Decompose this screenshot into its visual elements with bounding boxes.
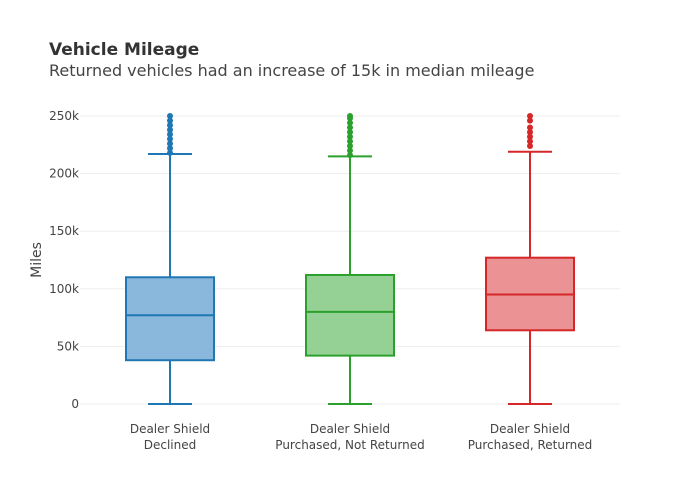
outlier-point	[167, 149, 173, 156]
outlier-point	[347, 129, 353, 136]
outlier-point	[527, 124, 533, 131]
box-group-2	[485, 113, 575, 405]
x-axis-labels: Dealer Shield Declined Dealer Shield Purcha…	[130, 422, 592, 452]
outlier-point	[167, 126, 173, 133]
outlier-point	[167, 145, 173, 152]
outlier-point	[347, 133, 353, 140]
outlier-point	[347, 152, 353, 159]
chart-title: Vehicle Mileage	[49, 40, 199, 60]
outlier-point	[527, 133, 533, 140]
outlier-point	[527, 117, 533, 124]
outlier-point	[167, 131, 173, 138]
box-group-1	[305, 113, 395, 405]
iqr-box	[125, 276, 215, 362]
x-category-label: Purchased, Returned	[468, 438, 593, 452]
y-tick-label: 250k	[49, 109, 79, 123]
outlier-point	[347, 147, 353, 154]
y-tick-label: 0	[71, 397, 79, 411]
outlier-point	[347, 119, 353, 126]
x-category-label: Dealer Shield	[310, 422, 390, 436]
outlier-point	[527, 138, 533, 145]
outlier-point	[347, 113, 353, 119]
x-category-label: Declined	[144, 438, 197, 452]
outlier-point	[167, 117, 173, 124]
outlier-point	[347, 124, 353, 131]
boxes	[125, 113, 575, 405]
y-tick-label: 100k	[49, 282, 79, 296]
y-axis-ticks: 0 50k 100k 150k 200k 250k	[49, 109, 79, 411]
x-category-label: Dealer Shield	[490, 422, 570, 436]
y-tick-label: 150k	[49, 224, 79, 238]
iqr-box	[305, 273, 395, 357]
outlier-point	[347, 138, 353, 145]
outlier-point	[167, 113, 173, 119]
outlier-point	[347, 142, 353, 149]
y-axis-label: Miles	[29, 242, 45, 278]
outlier-point	[527, 113, 533, 119]
outlier-point	[527, 142, 533, 149]
chart-subtitle: Returned vehicles had an increase of 15k…	[49, 61, 534, 80]
outlier-point	[527, 129, 533, 136]
y-tick-label: 50k	[57, 339, 79, 353]
outlier-point	[167, 136, 173, 143]
y-tick-label: 200k	[49, 167, 79, 181]
box-group-0	[125, 113, 215, 405]
outlier-point	[167, 140, 173, 147]
outlier-point	[167, 122, 173, 129]
x-category-label: Dealer Shield	[130, 422, 210, 436]
x-category-label: Purchased, Not Returned	[275, 438, 424, 452]
